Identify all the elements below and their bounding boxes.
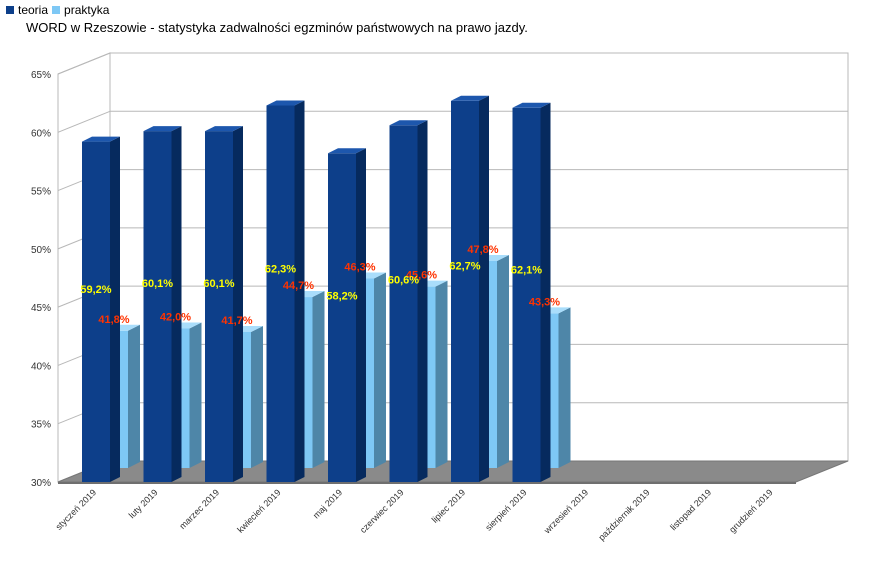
- praktyka-bar-side: [251, 325, 263, 468]
- legend-swatch-praktyka: [52, 6, 61, 14]
- y-tick-label: 40%: [31, 361, 51, 372]
- teoria-bar: [451, 100, 479, 482]
- teoria-bar: [205, 131, 233, 482]
- teoria-bar-top: [328, 148, 366, 154]
- praktyka-data-label: 46,3%: [344, 261, 375, 273]
- teoria-bar-top: [205, 126, 243, 132]
- grid-diagonal: [57, 52, 111, 75]
- teoria-data-label: 60,6%: [388, 275, 419, 287]
- teoria-bar: [328, 153, 356, 483]
- teoria-bar: [143, 131, 172, 482]
- teoria-bar-side: [479, 95, 489, 482]
- y-tick-label: 65%: [31, 70, 51, 81]
- praktyka-data-label: 44,7%: [283, 280, 314, 292]
- teoria-data-label: 60,1%: [142, 278, 173, 290]
- praktyka-data-label: 41,7%: [221, 315, 252, 327]
- praktyka-data-label: 41,8%: [98, 314, 129, 326]
- teoria-data-label: 62,1%: [511, 265, 542, 277]
- teoria-bar-side: [171, 126, 182, 483]
- teoria-bar: [82, 141, 110, 482]
- x-tick-label: styczeń 2019: [54, 487, 99, 532]
- y-tick-label: 30%: [31, 478, 51, 489]
- praktyka-bar-side: [189, 322, 202, 468]
- legend-swatch-teoria: [6, 6, 14, 14]
- praktyka-bar-side: [128, 324, 140, 468]
- praktyka-bar-side: [435, 280, 448, 468]
- x-tick-label: wrzesień 2019: [541, 487, 590, 536]
- y-tick-label: 35%: [31, 420, 51, 431]
- legend-label-praktyka: praktyka: [64, 3, 110, 17]
- x-tick-label: listopad 2019: [668, 487, 713, 532]
- y-tick-label: 45%: [31, 303, 51, 314]
- grid-diagonal: [57, 110, 111, 133]
- y-tick-label: 55%: [31, 187, 51, 198]
- praktyka-data-label: 45,6%: [406, 270, 437, 282]
- legend: teoria praktyka: [6, 3, 109, 17]
- teoria-bar-side: [417, 120, 428, 482]
- x-tick-label: luty 2019: [127, 487, 160, 520]
- x-tick-label: sierpień 2019: [483, 487, 528, 532]
- teoria-data-label: 58,2%: [326, 291, 357, 303]
- teoria-data-label: 59,2%: [80, 284, 111, 296]
- teoria-bar-side: [540, 102, 551, 482]
- praktyka-data-label: 43,3%: [529, 296, 560, 308]
- teoria-bar-top: [389, 120, 428, 126]
- praktyka-bar-side: [558, 307, 571, 468]
- teoria-bar: [266, 105, 295, 482]
- y-tick-label: 50%: [31, 245, 51, 256]
- praktyka-data-label: 42,0%: [160, 311, 191, 323]
- chart-title: WORD w Rzeszowie - statystyka zadwalnośc…: [26, 20, 528, 35]
- x-tick-label: kwiecień 2019: [235, 487, 282, 534]
- x-tick-label: lipiec 2019: [430, 487, 467, 524]
- y-tick-label: 60%: [31, 128, 51, 139]
- teoria-bar-top: [512, 102, 551, 108]
- teoria-bar: [512, 107, 541, 482]
- legend-label-teoria: teoria: [18, 3, 49, 17]
- teoria-bar-top: [143, 126, 182, 132]
- teoria-bar-side: [356, 148, 366, 483]
- praktyka-bar-side: [312, 291, 325, 468]
- x-tick-label: październik 2019: [596, 487, 651, 542]
- praktyka-data-label: 47,8%: [467, 244, 498, 256]
- teoria-bar-top: [451, 95, 489, 101]
- x-tick-label: czerwiec 2019: [358, 487, 406, 535]
- teoria-bar-side: [110, 136, 120, 482]
- teoria-bar-top: [266, 100, 305, 106]
- praktyka-bar-side: [497, 255, 509, 468]
- teoria-bar-side: [233, 126, 243, 483]
- x-tick-label: marzec 2019: [177, 487, 221, 531]
- teoria-data-label: 62,3%: [265, 263, 296, 275]
- x-tick-label: maj 2019: [311, 487, 344, 520]
- floor-edge: [58, 482, 796, 484]
- teoria-bar-top: [82, 136, 120, 142]
- praktyka-bar-side: [374, 272, 386, 468]
- x-tick-label: grudzień 2019: [727, 487, 774, 534]
- teoria-data-label: 60,1%: [203, 278, 234, 290]
- teoria-data-label: 62,7%: [449, 261, 480, 273]
- teoria-bar: [389, 125, 418, 482]
- teoria-bar-side: [294, 100, 305, 482]
